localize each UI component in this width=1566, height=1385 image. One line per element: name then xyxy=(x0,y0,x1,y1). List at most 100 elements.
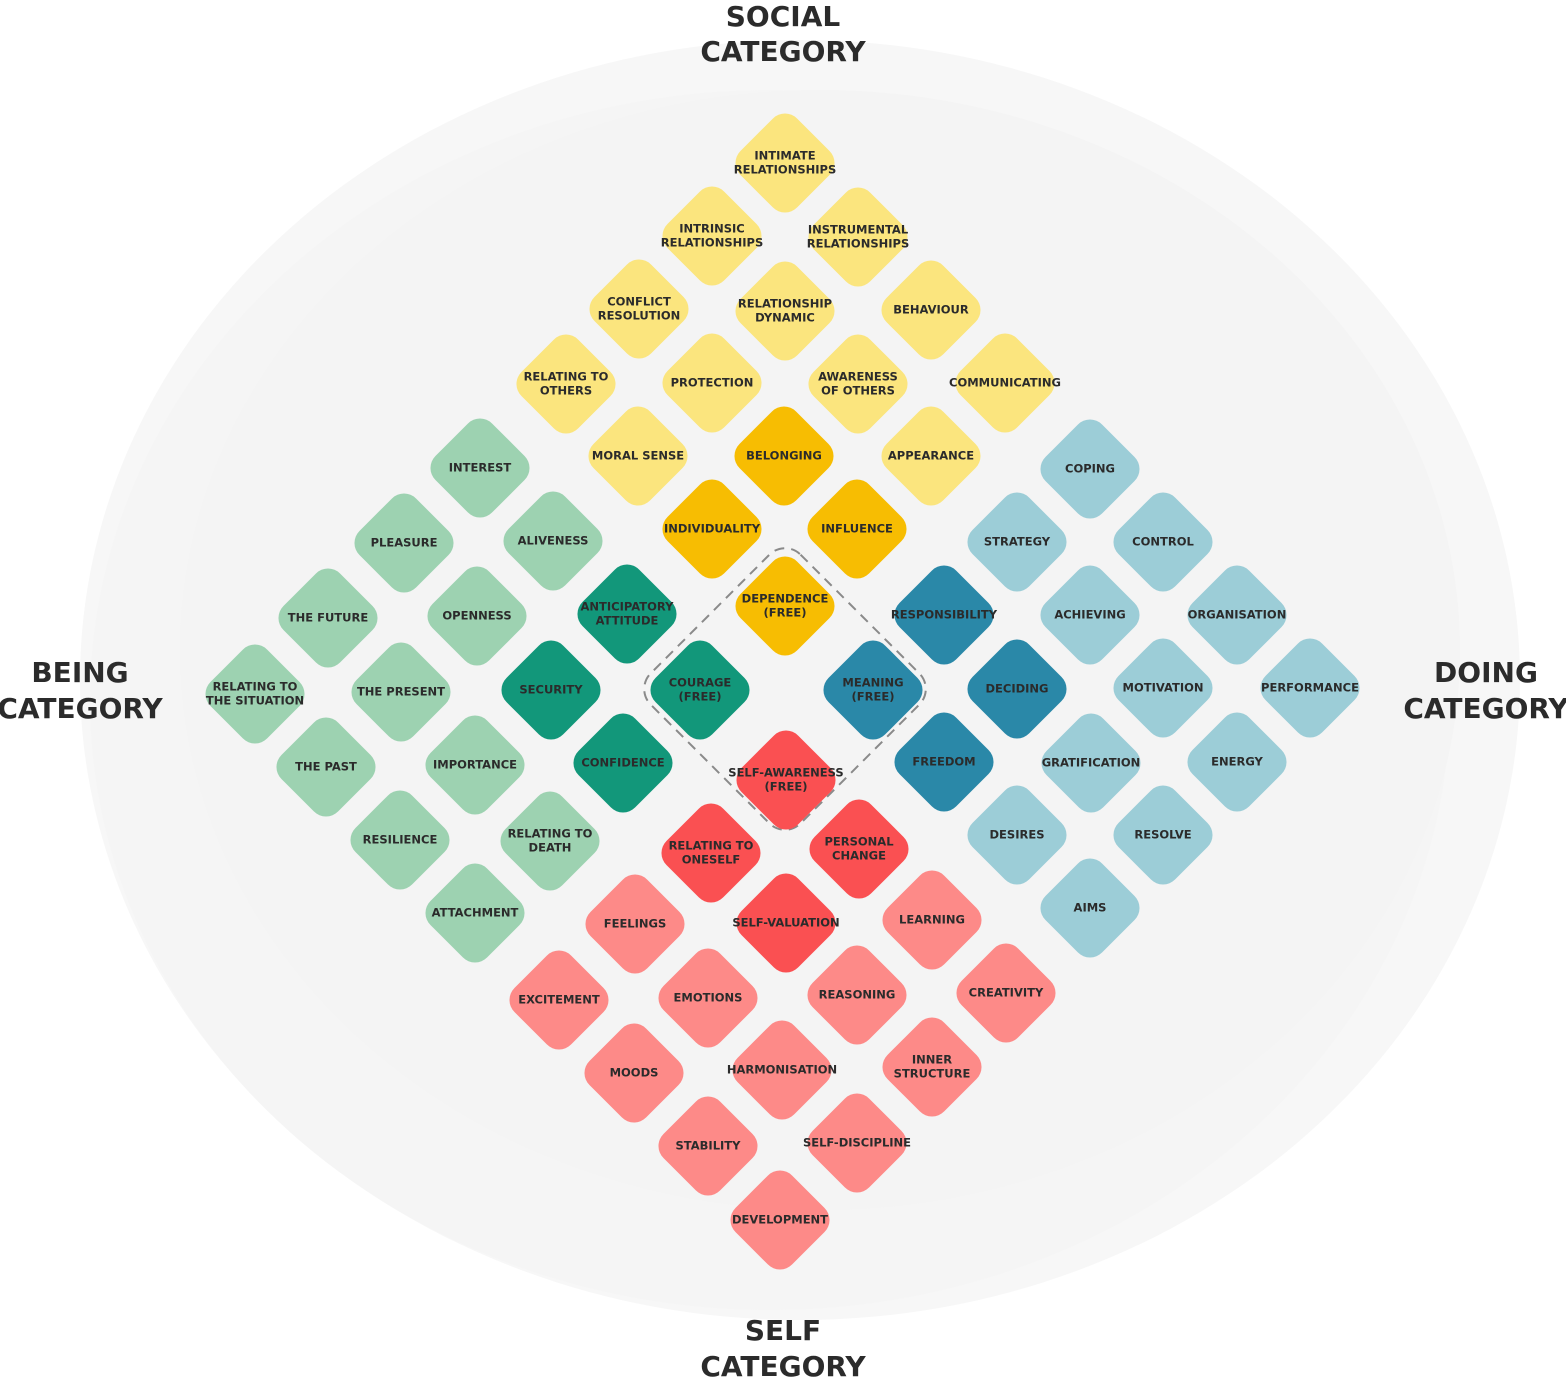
tile-shape xyxy=(588,406,688,506)
tile-label: DEATH xyxy=(529,841,572,855)
tile: SECURITY xyxy=(501,640,601,740)
tile-shape xyxy=(350,790,450,890)
tile: ORGANISATION xyxy=(1187,565,1287,665)
tile-label: RESOLVE xyxy=(1134,828,1191,842)
tile: DECIDING xyxy=(967,639,1067,739)
tile: FREEDOM xyxy=(894,712,994,812)
tile-label: THE PAST xyxy=(295,760,357,774)
tile-shape xyxy=(730,1170,830,1270)
tile-label: (FREE) xyxy=(679,690,722,704)
tile-label: OPENNESS xyxy=(442,609,511,623)
tile: FEELINGS xyxy=(585,874,685,974)
tile: OPENNESS xyxy=(427,566,527,666)
tile-label: CONFIDENCE xyxy=(581,756,664,770)
tile-label: RELATIONSHIP xyxy=(738,297,832,311)
tile-label: LEARNING xyxy=(899,913,965,927)
tile-shape xyxy=(662,479,762,579)
tile-label: PLEASURE xyxy=(371,536,438,550)
tile: EMOTIONS xyxy=(658,948,758,1048)
tile-label: THE FUTURE xyxy=(288,611,369,625)
tile-label: ANTICIPATORY xyxy=(581,600,675,614)
tile: REASONING xyxy=(807,945,907,1045)
tile-shape xyxy=(894,712,994,812)
tile-label: RELATIONSHIPS xyxy=(734,163,836,177)
tile-shape xyxy=(1260,638,1360,738)
tile-label: FEELINGS xyxy=(604,917,667,931)
tile: BEHAVIOUR xyxy=(881,260,981,360)
tile: BELONGING xyxy=(734,406,834,506)
tile-label: INFLUENCE xyxy=(821,522,893,536)
tile-shape xyxy=(1040,565,1140,665)
tile: GRATIFICATION xyxy=(1041,713,1141,813)
tile-label: STABILITY xyxy=(676,1139,742,1153)
tile-shape xyxy=(823,640,923,740)
tile: ENERGY xyxy=(1187,712,1287,812)
tile-label: RESILIENCE xyxy=(363,833,438,847)
tile: CONTROL xyxy=(1113,492,1213,592)
category-label: CATEGORY xyxy=(0,692,163,725)
tile-label: MORAL SENSE xyxy=(592,449,684,463)
tile: RESOLVE xyxy=(1113,785,1213,885)
tile-label: MOTIVATION xyxy=(1123,681,1204,695)
tile-label: SELF-DISCIPLINE xyxy=(803,1136,911,1150)
tile-shape xyxy=(278,568,378,668)
tile-shape xyxy=(734,406,834,506)
category-label: SOCIAL xyxy=(726,0,841,33)
tile-label: APPEARANCE xyxy=(888,449,974,463)
tile-label: DEVELOPMENT xyxy=(732,1213,828,1227)
tile-label: ATTACHMENT xyxy=(432,906,519,920)
tile-label: RELATING TO xyxy=(508,827,593,841)
tile-label: ACHIEVING xyxy=(1054,608,1125,622)
tile-shape xyxy=(1040,419,1140,519)
tile: INFLUENCE xyxy=(807,479,907,579)
category-label: CATEGORY xyxy=(700,1350,866,1383)
tile-shape xyxy=(650,640,750,740)
tile-shape xyxy=(658,1096,758,1196)
tiles: INTIMATERELATIONSHIPSINTRINSICRELATIONSH… xyxy=(205,113,1360,1270)
tile-label: DESIRES xyxy=(990,828,1045,842)
tile-shape xyxy=(735,556,835,656)
tile-shape xyxy=(736,873,836,973)
tile-label: STRATEGY xyxy=(984,535,1051,549)
tile: APPEARANCE xyxy=(881,406,981,506)
tile: AIMS xyxy=(1040,858,1140,958)
category-label: SELF xyxy=(745,1314,821,1347)
tile-label: PERSONAL xyxy=(824,835,894,849)
tile-shape xyxy=(501,640,601,740)
tile: MORAL SENSE xyxy=(588,406,688,506)
tile-shape xyxy=(807,945,907,1045)
tile: HARMONISATION xyxy=(727,1020,837,1120)
tile-label: CONFLICT xyxy=(607,295,671,309)
tile-label: EMOTIONS xyxy=(674,991,743,1005)
tile-shape xyxy=(881,260,981,360)
tile-shape xyxy=(967,492,1067,592)
tile-label: PROTECTION xyxy=(671,376,754,390)
tile: PLEASURE xyxy=(354,493,454,593)
tile: MEANING(FREE) xyxy=(823,640,923,740)
tile-label: COURAGE xyxy=(669,676,732,690)
tile-label: IMPORTANCE xyxy=(433,758,517,772)
tile: DEPENDENCE(FREE) xyxy=(735,556,835,656)
tile-shape xyxy=(956,943,1056,1043)
tile: ALIVENESS xyxy=(503,491,603,591)
tile: PERFORMANCE xyxy=(1260,638,1360,738)
tile-label: MOODS xyxy=(610,1066,659,1080)
tile-label: INDIVIDUALITY xyxy=(664,522,761,536)
tile-label: FREEDOM xyxy=(912,755,975,769)
tile-label: RELATIONSHIPS xyxy=(661,236,763,250)
tile-label: DEPENDENCE xyxy=(742,592,829,606)
tile-shape xyxy=(894,565,994,665)
tile-shape xyxy=(882,870,982,970)
tile: SELF-VALUATION xyxy=(732,873,840,973)
tile-shape xyxy=(1040,858,1140,958)
tile-label: SELF-VALUATION xyxy=(732,916,839,930)
